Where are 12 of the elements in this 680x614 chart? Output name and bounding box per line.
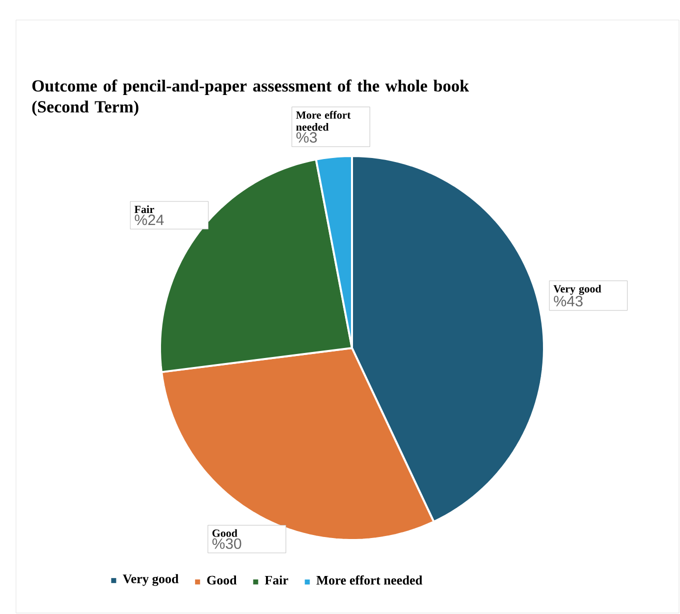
legend-label: More effort needed: [316, 575, 422, 585]
legend-label: Very good: [122, 574, 179, 586]
data-label: %3: [296, 132, 317, 143]
slice-label: Good: [212, 529, 238, 537]
legend-label: Fair: [264, 575, 288, 585]
legend-label: Good: [207, 575, 237, 585]
data-label: %43: [554, 296, 583, 306]
slice-label: More effort needed: [296, 110, 351, 131]
slice-label: Fair: [134, 205, 154, 214]
slice-label: Very good: [553, 284, 602, 295]
data-label: %24: [134, 214, 164, 226]
data-label: %30: [212, 538, 242, 549]
